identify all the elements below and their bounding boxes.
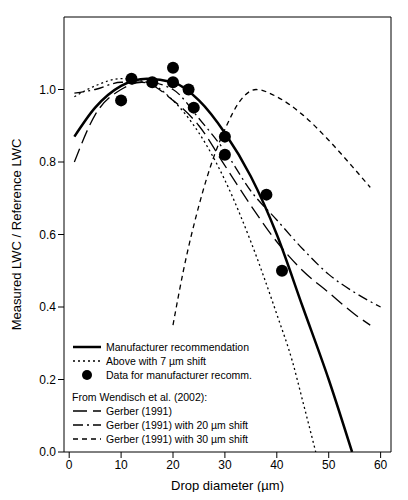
html-text:Manufacturer recommendation: Manufacturer recommendation xyxy=(106,341,249,353)
svg-text:50: 50 xyxy=(322,458,336,472)
svg-text:1.0: 1.0 xyxy=(39,83,56,97)
html-text:Gerber (1991) with 30 µm shift: Gerber (1991) with 30 µm shift xyxy=(106,433,248,445)
svg-text:30: 30 xyxy=(218,458,232,472)
html-text:Gerber (1991) with 20 µm shift: Gerber (1991) with 20 µm shift xyxy=(106,419,248,431)
svg-text:40: 40 xyxy=(270,458,284,472)
svg-text:60: 60 xyxy=(374,458,388,472)
html-text:Gerber (1991): Gerber (1991) xyxy=(106,405,172,417)
svg-text:0: 0 xyxy=(66,458,73,472)
svg-text:20: 20 xyxy=(166,458,180,472)
svg-text:0.4: 0.4 xyxy=(39,300,56,314)
svg-text:0.6: 0.6 xyxy=(39,228,56,242)
svg-text:Measured LWC / Reference LWC: Measured LWC / Reference LWC xyxy=(9,139,24,331)
svg-text:0.0: 0.0 xyxy=(39,445,56,459)
html-text:Data for manufacturer recomm.: Data for manufacturer recomm. xyxy=(106,369,252,381)
svg-text:Drop diameter (µm): Drop diameter (µm) xyxy=(171,478,284,492)
svg-text:0.2: 0.2 xyxy=(39,373,56,387)
html-text:Above with 7 µm shift: Above with 7 µm shift xyxy=(106,355,206,367)
svg-text:0.8: 0.8 xyxy=(39,155,56,169)
html-text:From Wendisch et al. (2002):: From Wendisch et al. (2002): xyxy=(72,391,208,403)
svg-text:10: 10 xyxy=(114,458,128,472)
